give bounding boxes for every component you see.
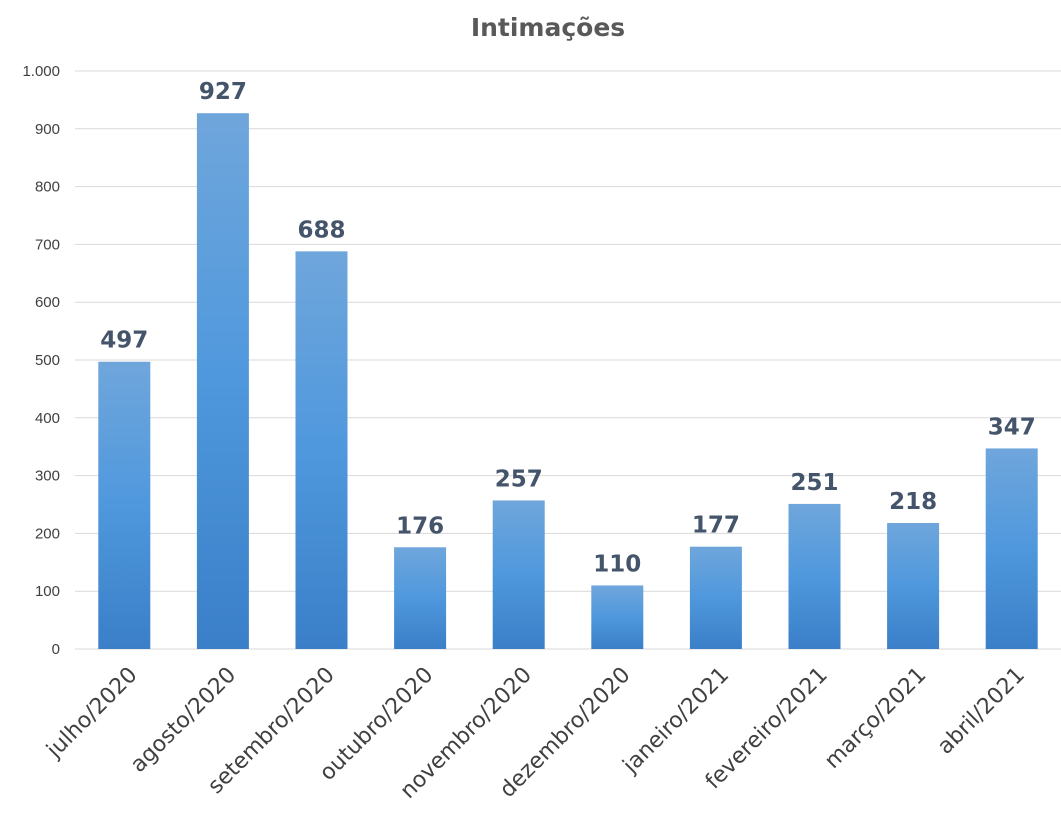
- x-tick-label: julho/2020: [41, 663, 142, 764]
- bar-data-label: 176: [396, 513, 444, 539]
- data-labels: 497 927 688 176 257 110 177 251 218 347: [100, 79, 1035, 577]
- bar: [196, 113, 249, 650]
- bar: [394, 547, 447, 649]
- x-tick-label: março/2021: [820, 663, 931, 774]
- bar: [985, 448, 1038, 649]
- y-tick-label: 700: [35, 236, 60, 253]
- bar: [295, 251, 348, 649]
- bar-data-label: 218: [889, 489, 937, 515]
- bar-data-label: 347: [988, 414, 1036, 440]
- y-tick-label: 400: [35, 410, 60, 427]
- y-tick-label: 600: [35, 294, 60, 311]
- y-tick-label: 200: [35, 525, 60, 542]
- x-axis-ticks: julho/2020agosto/2020setembro/2020outubr…: [41, 663, 1030, 804]
- bar-data-label: 177: [692, 513, 740, 539]
- y-tick-label: 500: [35, 352, 60, 369]
- chart-title: Intimações: [471, 13, 625, 42]
- y-tick-label: 1.000: [22, 63, 60, 80]
- y-tick-label: 800: [35, 179, 60, 196]
- y-tick-label: 100: [35, 583, 60, 600]
- y-tick-label: 900: [35, 121, 60, 138]
- bar: [98, 361, 151, 649]
- bar-data-label: 110: [593, 551, 641, 577]
- bar: [887, 522, 940, 649]
- bar-data-label: 497: [100, 328, 148, 354]
- bar-data-label: 688: [297, 217, 345, 243]
- y-tick-label: 300: [35, 468, 60, 485]
- bar: [492, 500, 545, 649]
- y-tick-label: 0: [52, 641, 60, 658]
- bar: [591, 585, 644, 649]
- bar-data-label: 251: [790, 470, 838, 496]
- bar-data-label: 257: [495, 466, 543, 492]
- bars: [98, 113, 1038, 650]
- x-tick-label: abril/2021: [933, 663, 1030, 760]
- bar: [788, 503, 841, 649]
- bar-data-label: 927: [199, 79, 247, 105]
- y-axis-ticks: 0 100 200 300 400 500 600 700 800 900 1.000: [22, 63, 60, 658]
- bar: [689, 546, 742, 649]
